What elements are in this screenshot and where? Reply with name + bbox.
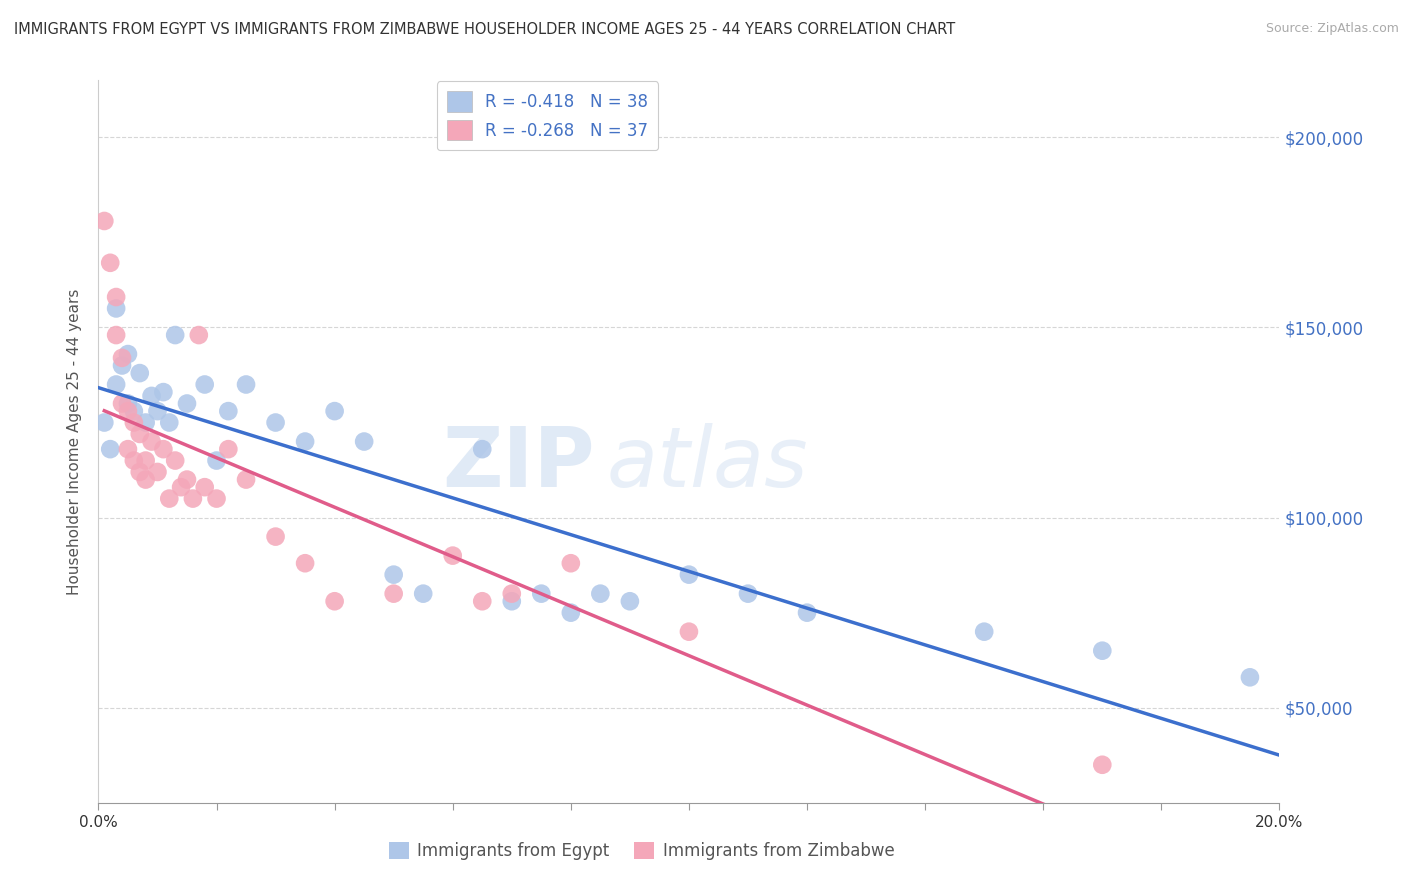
Point bbox=[323, 404, 346, 418]
Point bbox=[194, 480, 217, 494]
Text: atlas: atlas bbox=[606, 423, 808, 504]
Point bbox=[205, 491, 228, 506]
Point bbox=[93, 416, 115, 430]
Point bbox=[141, 389, 163, 403]
Point bbox=[105, 290, 128, 304]
Point bbox=[157, 491, 180, 506]
Point bbox=[1091, 643, 1114, 657]
Point bbox=[105, 377, 128, 392]
Point bbox=[412, 587, 434, 601]
Point bbox=[441, 549, 464, 563]
Point bbox=[501, 587, 523, 601]
Point bbox=[157, 416, 180, 430]
Point bbox=[170, 480, 193, 494]
Point bbox=[117, 442, 139, 457]
Point bbox=[382, 587, 405, 601]
Point bbox=[264, 416, 287, 430]
Point bbox=[235, 473, 257, 487]
Point bbox=[117, 404, 139, 418]
Point bbox=[122, 404, 145, 418]
Point bbox=[128, 465, 150, 479]
Point bbox=[471, 442, 494, 457]
Point bbox=[560, 556, 582, 570]
Point bbox=[217, 404, 239, 418]
Point bbox=[122, 416, 145, 430]
Point bbox=[122, 453, 145, 467]
Point bbox=[501, 594, 523, 608]
Point bbox=[117, 347, 139, 361]
Point bbox=[98, 256, 121, 270]
Point bbox=[353, 434, 375, 449]
Point bbox=[176, 473, 198, 487]
Point bbox=[111, 359, 134, 373]
Point bbox=[176, 396, 198, 410]
Point bbox=[589, 587, 612, 601]
Point bbox=[141, 434, 163, 449]
Point bbox=[264, 530, 287, 544]
Point bbox=[146, 465, 169, 479]
Point bbox=[165, 328, 187, 343]
Legend: Immigrants from Egypt, Immigrants from Zimbabwe: Immigrants from Egypt, Immigrants from Z… bbox=[382, 835, 901, 867]
Point bbox=[128, 426, 150, 441]
Point bbox=[146, 404, 169, 418]
Point bbox=[382, 567, 405, 582]
Point bbox=[323, 594, 346, 608]
Point bbox=[530, 587, 553, 601]
Point bbox=[98, 442, 121, 457]
Point bbox=[135, 473, 157, 487]
Point bbox=[93, 214, 115, 228]
Point bbox=[1239, 670, 1261, 684]
Point bbox=[678, 567, 700, 582]
Point bbox=[294, 556, 316, 570]
Point bbox=[678, 624, 700, 639]
Point bbox=[105, 328, 128, 343]
Point bbox=[135, 416, 157, 430]
Point bbox=[796, 606, 818, 620]
Point bbox=[181, 491, 204, 506]
Point bbox=[737, 587, 759, 601]
Point bbox=[128, 366, 150, 380]
Point bbox=[165, 453, 187, 467]
Point bbox=[105, 301, 128, 316]
Y-axis label: Householder Income Ages 25 - 44 years: Householder Income Ages 25 - 44 years bbox=[67, 288, 83, 595]
Point bbox=[294, 434, 316, 449]
Point bbox=[205, 453, 228, 467]
Point bbox=[111, 396, 134, 410]
Point bbox=[152, 442, 174, 457]
Point bbox=[111, 351, 134, 365]
Point bbox=[217, 442, 239, 457]
Point bbox=[152, 385, 174, 400]
Point bbox=[135, 453, 157, 467]
Text: ZIP: ZIP bbox=[441, 423, 595, 504]
Text: IMMIGRANTS FROM EGYPT VS IMMIGRANTS FROM ZIMBABWE HOUSEHOLDER INCOME AGES 25 - 4: IMMIGRANTS FROM EGYPT VS IMMIGRANTS FROM… bbox=[14, 22, 955, 37]
Point bbox=[560, 606, 582, 620]
Point bbox=[235, 377, 257, 392]
Point bbox=[619, 594, 641, 608]
Point bbox=[194, 377, 217, 392]
Point bbox=[471, 594, 494, 608]
Point bbox=[973, 624, 995, 639]
Point bbox=[117, 396, 139, 410]
Point bbox=[187, 328, 209, 343]
Point bbox=[1091, 757, 1114, 772]
Text: Source: ZipAtlas.com: Source: ZipAtlas.com bbox=[1265, 22, 1399, 36]
